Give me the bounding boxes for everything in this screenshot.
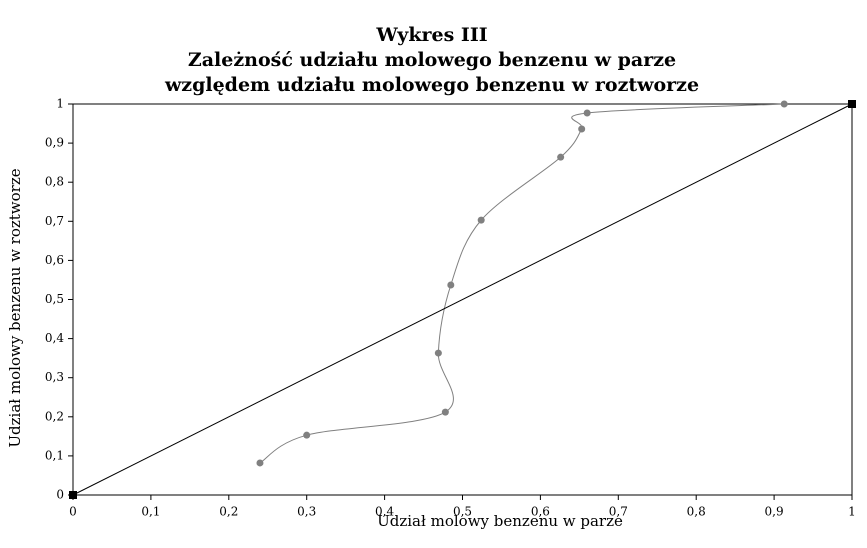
series-line <box>72 103 853 496</box>
point <box>447 281 455 289</box>
y-tick-label: 0,2 <box>45 409 64 423</box>
y-tick-label: 0,3 <box>45 370 64 384</box>
x-tick-label: 0,5 <box>453 505 472 519</box>
chart-title: względem udziału molowego benzenu w rozt… <box>164 74 699 96</box>
y-tick-label: 0,7 <box>45 214 64 228</box>
x-tick-label: 1 <box>848 505 856 519</box>
point <box>848 100 856 108</box>
y-tick-label: 0,8 <box>45 175 64 189</box>
chart-title: Wykres III <box>375 24 487 46</box>
y-tick-label: 0,1 <box>45 448 64 462</box>
point <box>780 100 788 108</box>
x-tick-label: 0,9 <box>765 505 784 519</box>
x-tick-label: 0,7 <box>609 505 628 519</box>
series-line <box>259 103 785 464</box>
x-tick-label: 0,6 <box>531 505 550 519</box>
x-tick-label: 0,1 <box>141 505 160 519</box>
point <box>441 408 449 416</box>
x-tick-label: 0,8 <box>687 505 706 519</box>
x-tick-label: 0 <box>69 505 77 519</box>
point <box>434 349 442 357</box>
y-tick-label: 0,9 <box>45 136 64 150</box>
x-tick-label: 0,3 <box>297 505 316 519</box>
point <box>256 459 264 467</box>
x-axis-label: Udział molowy benzenu w parze <box>377 512 623 530</box>
point <box>303 431 311 439</box>
x-tick-label: 0,2 <box>219 505 238 519</box>
y-tick-label: 0 <box>56 488 64 502</box>
chart-title: Zależność udziału molowego benzenu w par… <box>188 49 676 71</box>
point <box>583 109 591 117</box>
point <box>578 125 586 133</box>
point <box>477 216 485 224</box>
y-tick-label: 0,6 <box>45 253 64 267</box>
point <box>69 491 77 499</box>
y-tick-label: 1 <box>56 97 64 111</box>
y-axis-label: Udział molowy benzenu w roztworze <box>6 168 24 447</box>
x-tick-label: 0,4 <box>375 505 394 519</box>
point <box>557 153 565 161</box>
y-tick-label: 0,5 <box>45 292 64 306</box>
y-tick-label: 0,4 <box>45 331 64 345</box>
